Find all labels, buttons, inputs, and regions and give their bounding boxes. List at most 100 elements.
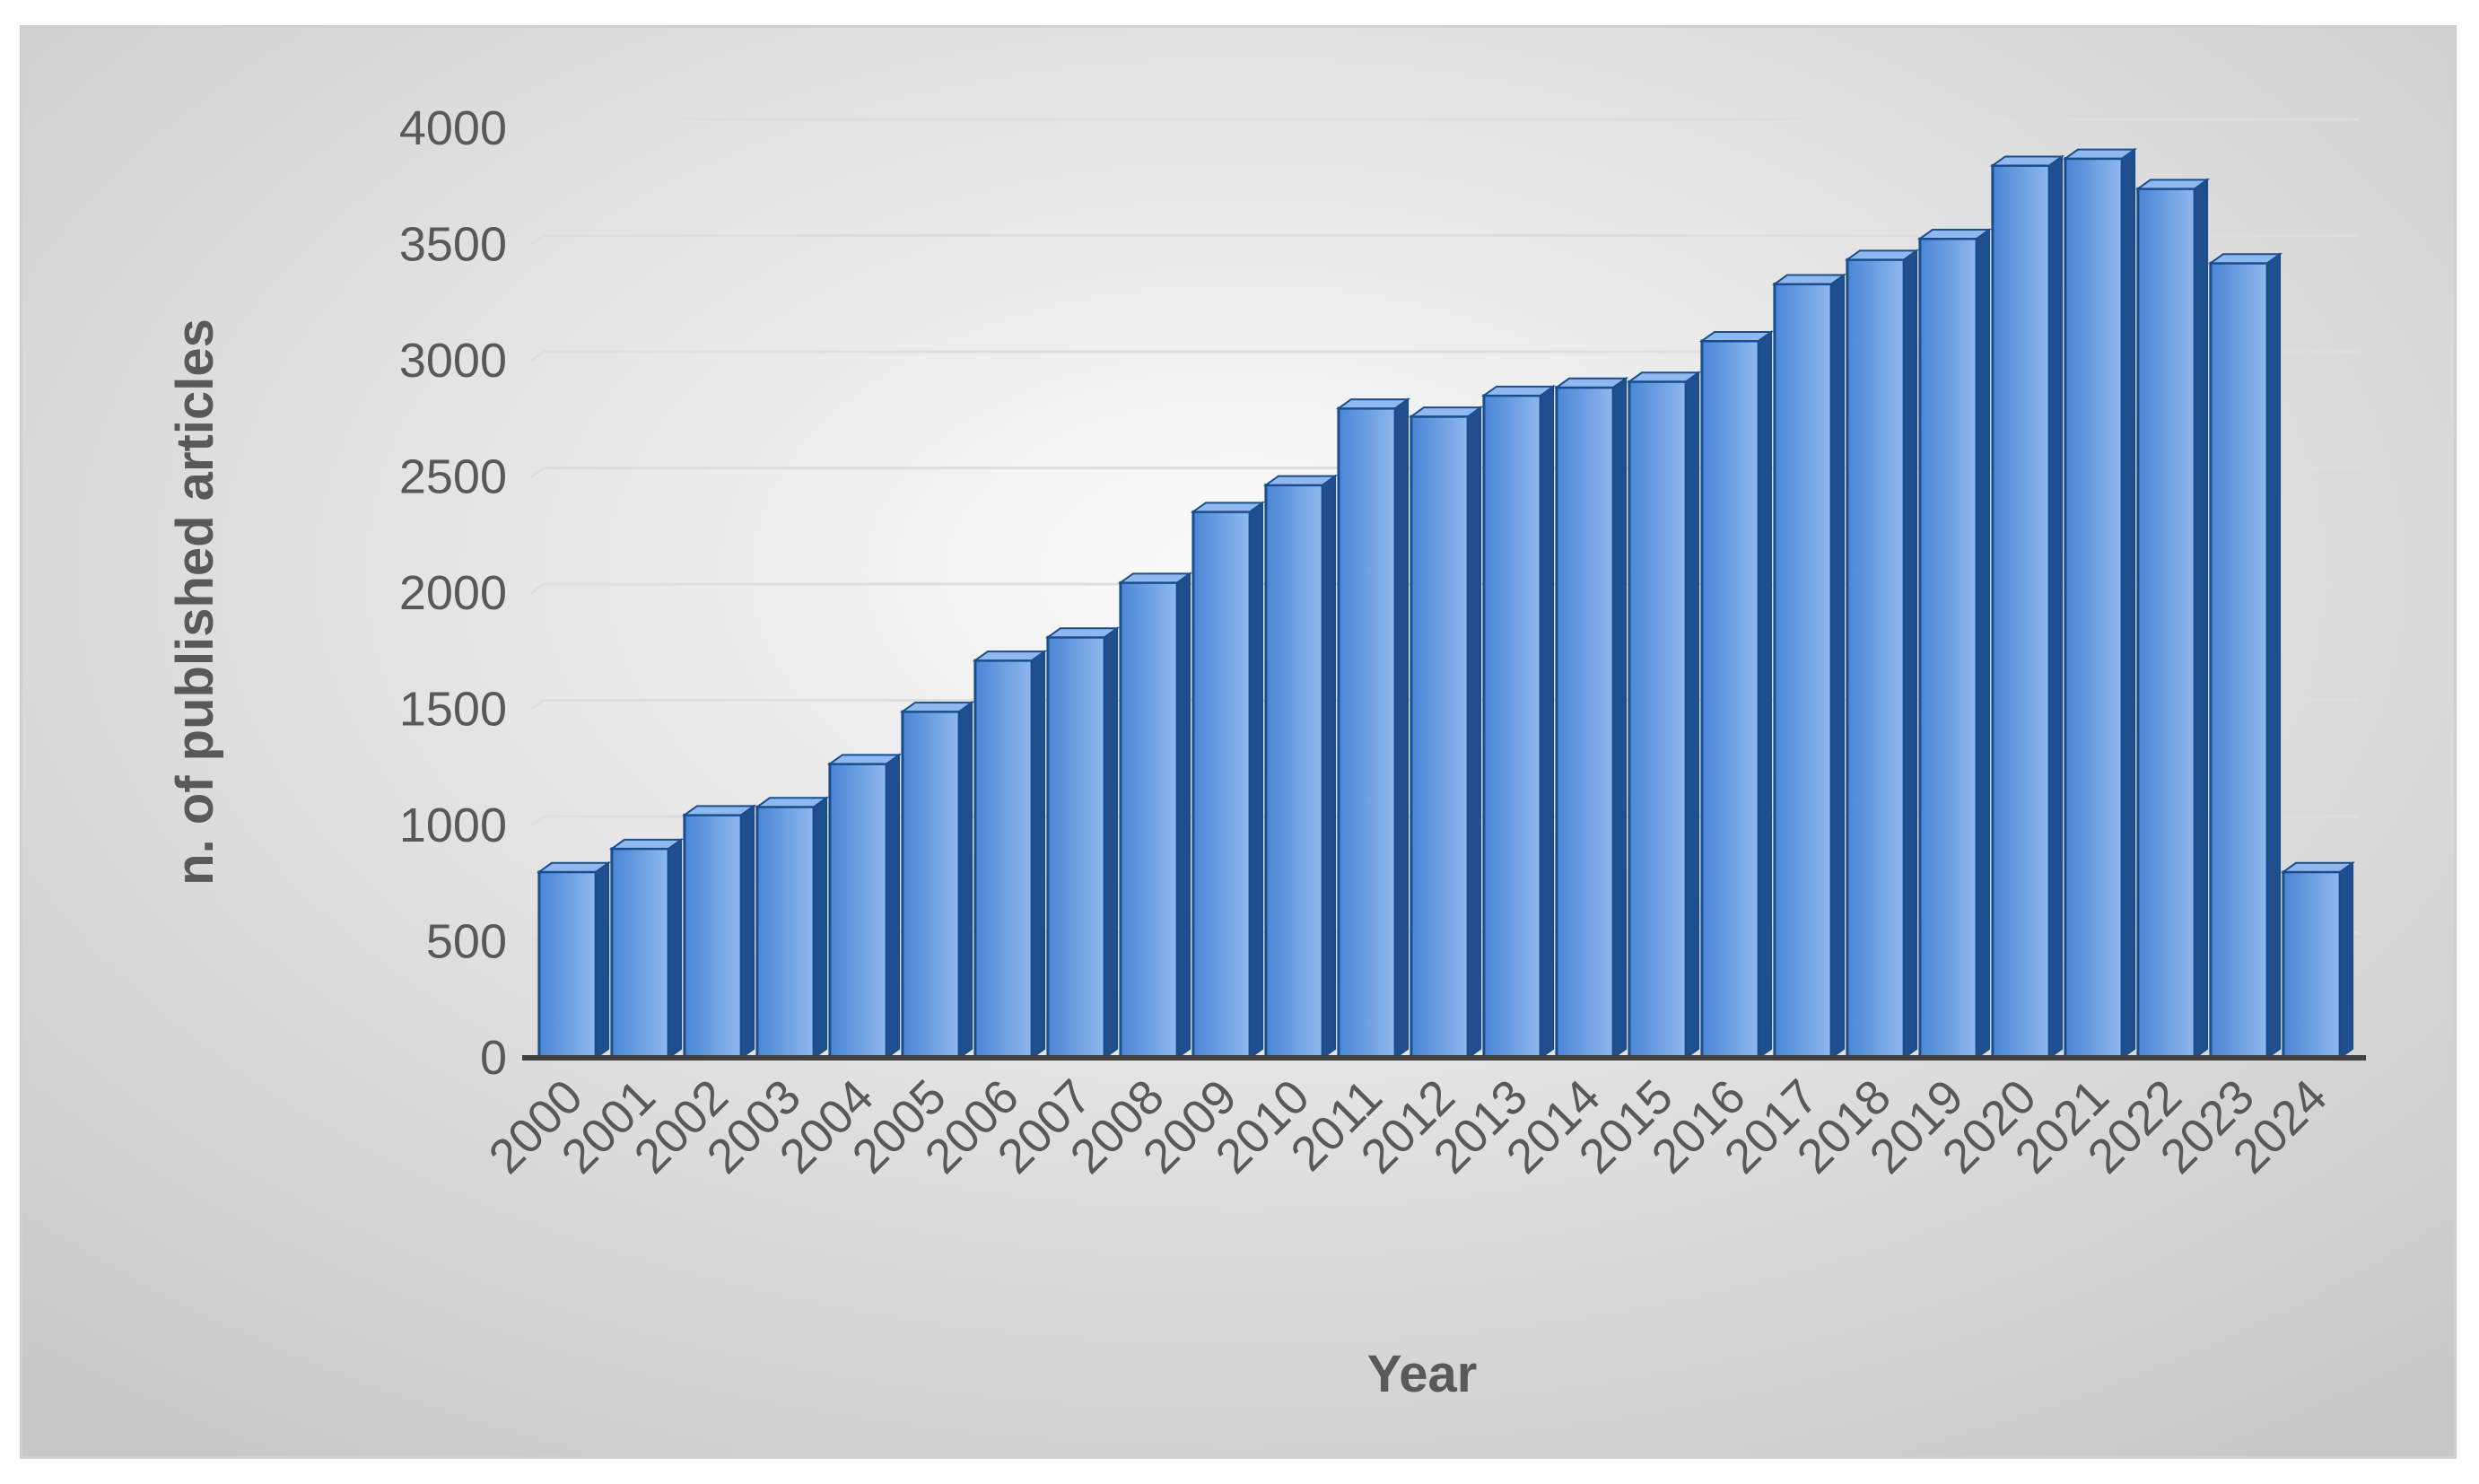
gridline: [530, 118, 2359, 130]
y-tick-label: 500: [426, 915, 507, 969]
bar-front: [683, 813, 743, 1060]
bar-front: [901, 710, 961, 1060]
bar-front: [610, 847, 670, 1060]
y-axis-title: n. of published articles: [166, 319, 224, 886]
bar-top: [1262, 475, 1339, 486]
bar-side: [2266, 252, 2282, 1060]
bar-front: [1119, 581, 1179, 1060]
y-tick-label: 2000: [399, 566, 507, 620]
bar-side: [2194, 178, 2209, 1060]
bar-2004: [826, 753, 903, 1060]
bar-front: [1555, 386, 1615, 1060]
bar-top: [1916, 229, 1993, 240]
y-tick-label: 3000: [399, 334, 507, 388]
bar-side: [1903, 249, 1918, 1060]
bar-top: [1480, 385, 1557, 397]
bar-front: [973, 659, 1034, 1060]
x-axis-title: Year: [1367, 1345, 1478, 1403]
bar-2009: [1190, 501, 1266, 1060]
bar-front: [1046, 635, 1106, 1060]
bar-2005: [899, 701, 975, 1060]
bar-front: [1482, 394, 1542, 1060]
bar-side: [740, 804, 755, 1060]
bar-2020: [1989, 154, 2065, 1060]
bar-top: [1698, 330, 1775, 342]
bar-2015: [1626, 371, 1702, 1060]
bar-2002: [681, 804, 757, 1060]
bar-side: [1685, 371, 1700, 1060]
bar-2006: [972, 650, 1048, 1060]
bar-top: [826, 754, 903, 765]
bar-side: [1830, 273, 1846, 1060]
bar-top: [1408, 406, 1484, 418]
bar-2016: [1698, 330, 1775, 1060]
bar-top: [754, 797, 830, 808]
bar-front: [2064, 157, 2124, 1060]
bar-side: [1249, 501, 1264, 1060]
y-tick-label: 4000: [399, 101, 507, 155]
y-tick-label: 2500: [399, 450, 507, 504]
bar-2008: [1117, 572, 1193, 1060]
bar-top: [1044, 627, 1121, 639]
bar-2021: [2062, 147, 2138, 1060]
bar-side: [1467, 406, 1482, 1060]
bar-top: [1771, 274, 1847, 285]
bar-2011: [1335, 397, 1411, 1060]
bar-front: [1337, 406, 1397, 1060]
bar-top: [1844, 249, 1920, 261]
bars: [536, 147, 2356, 1060]
bar-front: [1773, 283, 1833, 1060]
bar-top: [2062, 148, 2138, 160]
y-tick-label: 1500: [399, 683, 507, 737]
bar-2012: [1408, 406, 1484, 1060]
bar-top: [1117, 572, 1193, 584]
bar-front: [1191, 510, 1252, 1060]
bar-top: [2207, 253, 2283, 265]
bar-front: [2209, 261, 2269, 1060]
bar-side: [668, 837, 683, 1060]
bar-front: [1264, 484, 1324, 1060]
bar-top: [1335, 398, 1411, 410]
bar-side: [1031, 650, 1046, 1060]
bar-top: [1553, 377, 1629, 388]
bar-2013: [1480, 384, 1557, 1060]
bar-front: [1410, 415, 1470, 1060]
y-tick-label: 0: [480, 1031, 507, 1085]
gridline: [530, 234, 2359, 246]
y-tick-labels: 0 500 1000 1500 2000 2500 3000 3500 4000: [399, 101, 507, 1085]
bar-side: [2339, 860, 2354, 1060]
bar-front: [2282, 870, 2342, 1060]
bar-side: [1322, 474, 1337, 1060]
bar-side: [2048, 154, 2064, 1060]
y-tick-label: 1000: [399, 799, 507, 852]
bar-top: [2280, 861, 2356, 873]
bar-side: [1176, 572, 1191, 1060]
bar-top: [1626, 371, 1702, 383]
bar-front: [2136, 187, 2196, 1060]
bar-2010: [1262, 474, 1339, 1060]
bar-2014: [1553, 376, 1629, 1060]
gridlines: [530, 118, 2359, 943]
bar-side: [1104, 626, 1119, 1060]
bar-side: [1976, 228, 1991, 1060]
bar-top: [899, 702, 975, 713]
bar-front: [1700, 339, 1760, 1060]
bar-2024: [2280, 860, 2356, 1060]
y-tick-label: 3500: [399, 218, 507, 272]
bar-front: [755, 805, 816, 1060]
bar-top: [1190, 502, 1266, 513]
bar-2022: [2134, 178, 2211, 1060]
bar-side: [813, 796, 828, 1060]
bar-front: [1991, 163, 2051, 1060]
bar-top: [536, 861, 612, 873]
bar-side: [1612, 376, 1628, 1060]
bar-2007: [1044, 626, 1121, 1060]
bar-top: [1989, 155, 2065, 167]
bar-top: [972, 650, 1048, 662]
bar-top: [608, 838, 685, 850]
bar-top: [681, 805, 757, 816]
bar-front: [1846, 258, 1906, 1060]
bar-side: [1394, 397, 1410, 1060]
bar-2023: [2207, 252, 2283, 1060]
